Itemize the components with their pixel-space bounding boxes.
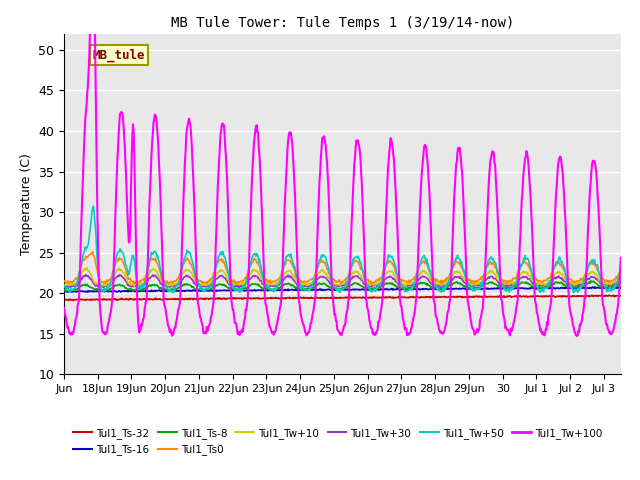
Tul1_Ts-8 <box>136 287 143 292</box>
Tul1_Tw+30 <box>174 281 182 287</box>
Tul1_Ts-8 <box>587 278 595 284</box>
Tul1_Tw+30 <box>82 272 90 277</box>
Tul1_Ts0 <box>487 260 495 265</box>
Tul1_Tw+30 <box>487 274 495 279</box>
Tul1_Ts0 <box>368 281 376 287</box>
Tul1_Tw+100 <box>349 188 357 194</box>
Tul1_Tw+10 <box>60 282 68 288</box>
Tul1_Tw+10 <box>124 280 132 286</box>
Tul1_Tw+100 <box>173 312 181 318</box>
Tul1_Ts0 <box>136 278 143 284</box>
Tul1_Tw+50 <box>617 269 625 275</box>
Tul1_Ts-16 <box>135 288 143 294</box>
Tul1_Ts-16 <box>617 285 625 291</box>
Tul1_Tw+50 <box>173 283 181 288</box>
Tul1_Ts-16 <box>60 289 68 295</box>
Tul1_Tw+100 <box>617 255 625 261</box>
Tul1_Ts0 <box>397 276 404 282</box>
Tul1_Tw+30 <box>617 277 625 283</box>
Tul1_Tw+50 <box>60 283 68 288</box>
Legend: Tul1_Ts-32, Tul1_Ts-16, Tul1_Ts-8, Tul1_Ts0, Tul1_Tw+10, Tul1_Tw+30, Tul1_Tw+50,: Tul1_Ts-32, Tul1_Ts-16, Tul1_Ts-8, Tul1_… <box>69 424 606 459</box>
Tul1_Ts0 <box>60 279 68 285</box>
Tul1_Tw+30 <box>125 283 132 288</box>
Line: Tul1_Ts-8: Tul1_Ts-8 <box>64 281 621 291</box>
Tul1_Ts-32 <box>486 294 494 300</box>
Tul1_Ts-32 <box>588 292 596 298</box>
Text: MB_tule: MB_tule <box>93 48 145 61</box>
Line: Tul1_Tw+100: Tul1_Tw+100 <box>64 0 621 336</box>
Tul1_Tw+10 <box>617 272 625 278</box>
Tul1_Tw+10 <box>487 268 495 274</box>
Tul1_Tw+100 <box>136 328 143 334</box>
Tul1_Tw+50 <box>570 290 577 296</box>
Tul1_Tw+30 <box>397 281 404 287</box>
Tul1_Tw+10 <box>397 280 404 286</box>
Tul1_Tw+30 <box>350 274 358 279</box>
Tul1_Ts0 <box>173 276 181 281</box>
Line: Tul1_Ts-32: Tul1_Ts-32 <box>64 295 621 300</box>
Tul1_Tw+30 <box>100 285 108 290</box>
Tul1_Tw+50 <box>349 256 357 262</box>
Tul1_Ts0 <box>349 261 357 267</box>
Line: Tul1_Ts-16: Tul1_Ts-16 <box>64 287 621 292</box>
Tul1_Ts-32 <box>173 296 181 302</box>
Tul1_Ts-32 <box>60 297 68 302</box>
Line: Tul1_Tw+10: Tul1_Tw+10 <box>64 268 621 287</box>
Tul1_Tw+100 <box>573 333 581 339</box>
Tul1_Ts0 <box>89 249 97 255</box>
Tul1_Ts-8 <box>349 281 357 287</box>
Tul1_Tw+50 <box>124 272 132 277</box>
Tul1_Tw+10 <box>350 270 358 276</box>
Tul1_Tw+100 <box>486 158 494 164</box>
Tul1_Tw+100 <box>124 228 132 234</box>
Tul1_Ts-32 <box>617 293 625 299</box>
Tul1_Tw+100 <box>396 297 404 302</box>
Tul1_Tw+100 <box>60 305 68 311</box>
Tul1_Ts-8 <box>62 288 70 294</box>
Tul1_Tw+30 <box>60 283 68 288</box>
Title: MB Tule Tower: Tule Temps 1 (3/19/14-now): MB Tule Tower: Tule Temps 1 (3/19/14-now… <box>171 16 514 30</box>
Tul1_Ts-32 <box>396 295 404 300</box>
Tul1_Tw+10 <box>83 265 90 271</box>
Tul1_Ts-16 <box>486 286 493 292</box>
Line: Tul1_Tw+30: Tul1_Tw+30 <box>64 275 621 288</box>
Line: Tul1_Tw+50: Tul1_Tw+50 <box>64 206 621 293</box>
Line: Tul1_Ts0: Tul1_Ts0 <box>64 252 621 284</box>
Tul1_Ts-16 <box>348 287 356 292</box>
Tul1_Tw+10 <box>174 279 182 285</box>
Y-axis label: Temperature (C): Temperature (C) <box>20 153 33 255</box>
Tul1_Ts-32 <box>136 296 143 302</box>
Tul1_Ts-32 <box>70 298 77 303</box>
Tul1_Ts0 <box>124 276 132 282</box>
Tul1_Ts-8 <box>173 286 181 291</box>
Tul1_Ts-16 <box>396 287 403 293</box>
Tul1_Ts-8 <box>486 279 494 285</box>
Tul1_Ts-16 <box>591 284 598 290</box>
Tul1_Ts-8 <box>396 285 404 290</box>
Tul1_Ts-32 <box>124 297 132 303</box>
Tul1_Tw+10 <box>134 284 141 289</box>
Tul1_Tw+50 <box>396 279 404 285</box>
Tul1_Ts-8 <box>617 280 625 286</box>
Tul1_Ts0 <box>617 266 625 272</box>
Tul1_Ts-32 <box>349 295 357 301</box>
Tul1_Ts-8 <box>60 287 68 293</box>
Tul1_Tw+10 <box>137 282 145 288</box>
Tul1_Ts-8 <box>124 286 132 292</box>
Tul1_Tw+30 <box>137 283 145 289</box>
Tul1_Ts-16 <box>173 288 180 293</box>
Tul1_Tw+50 <box>90 204 97 209</box>
Tul1_Tw+50 <box>486 255 494 261</box>
Tul1_Ts-16 <box>124 288 131 293</box>
Tul1_Tw+50 <box>136 286 143 291</box>
